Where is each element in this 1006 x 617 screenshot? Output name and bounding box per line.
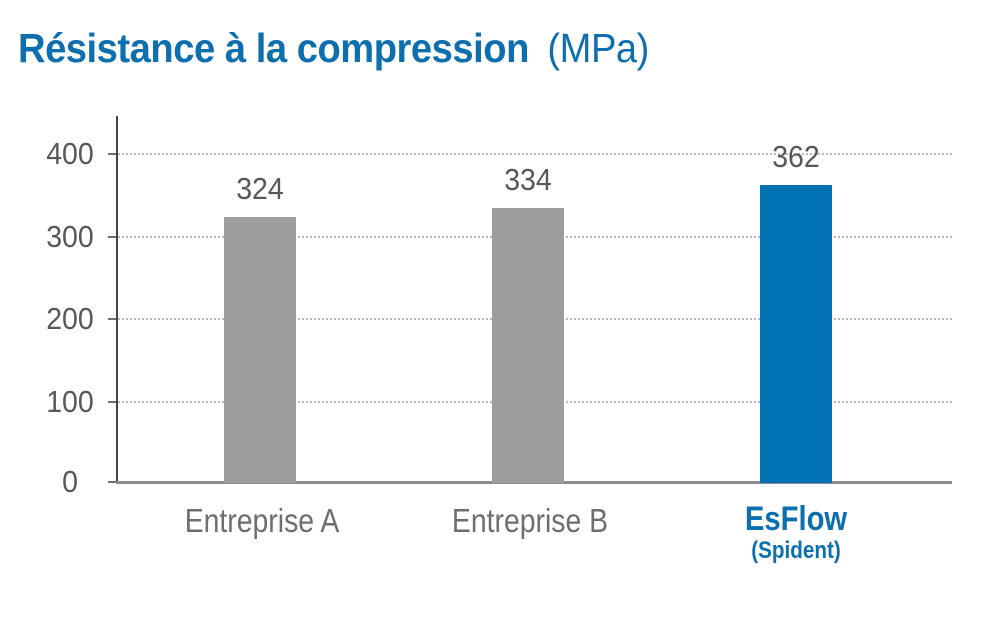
chart-title-unit: (MPa) — [547, 25, 649, 71]
y-tick-label-300: 300 — [46, 219, 94, 254]
y-axis-tick-300 — [108, 236, 116, 238]
x-label-entreprise-a: Entreprise A — [184, 502, 340, 539]
y-axis-tick-400 — [108, 153, 116, 155]
bar-group-entreprise-b: 334 — [473, 162, 583, 483]
bar-value-label-entreprise-a: 324 — [236, 171, 284, 206]
x-label-esflow: EsFlow (Spident) — [676, 502, 917, 564]
x-label-esflow-name: EsFlow — [744, 500, 848, 538]
bar-value-label-entreprise-b: 334 — [504, 162, 552, 197]
x-label-entreprise-b: Entreprise B — [451, 502, 609, 539]
x-label-esflow-sub: (Spident) — [751, 537, 841, 564]
gridline-400 — [118, 153, 952, 155]
y-axis-tick-100 — [108, 401, 116, 403]
y-tick-label-200: 200 — [46, 301, 94, 336]
bar-group-entreprise-a: 324 — [205, 171, 315, 483]
chart-title-main: Résistance à la compression — [18, 25, 529, 71]
y-tick-label-0: 0 — [62, 464, 78, 499]
bar-entreprise-b — [492, 208, 564, 483]
bar-esflow — [760, 185, 832, 483]
y-tick-label-100: 100 — [46, 384, 94, 419]
y-tick-label-400: 400 — [46, 136, 94, 171]
y-axis-line — [116, 116, 118, 483]
bar-group-esflow: 362 — [741, 139, 851, 483]
bar-value-label-esflow: 362 — [772, 139, 820, 174]
chart-title: Résistance à la compression (MPa) — [18, 25, 649, 71]
bar-entreprise-a — [224, 217, 296, 483]
y-axis-tick-200 — [108, 318, 116, 320]
y-axis-tick-0 — [108, 481, 116, 483]
